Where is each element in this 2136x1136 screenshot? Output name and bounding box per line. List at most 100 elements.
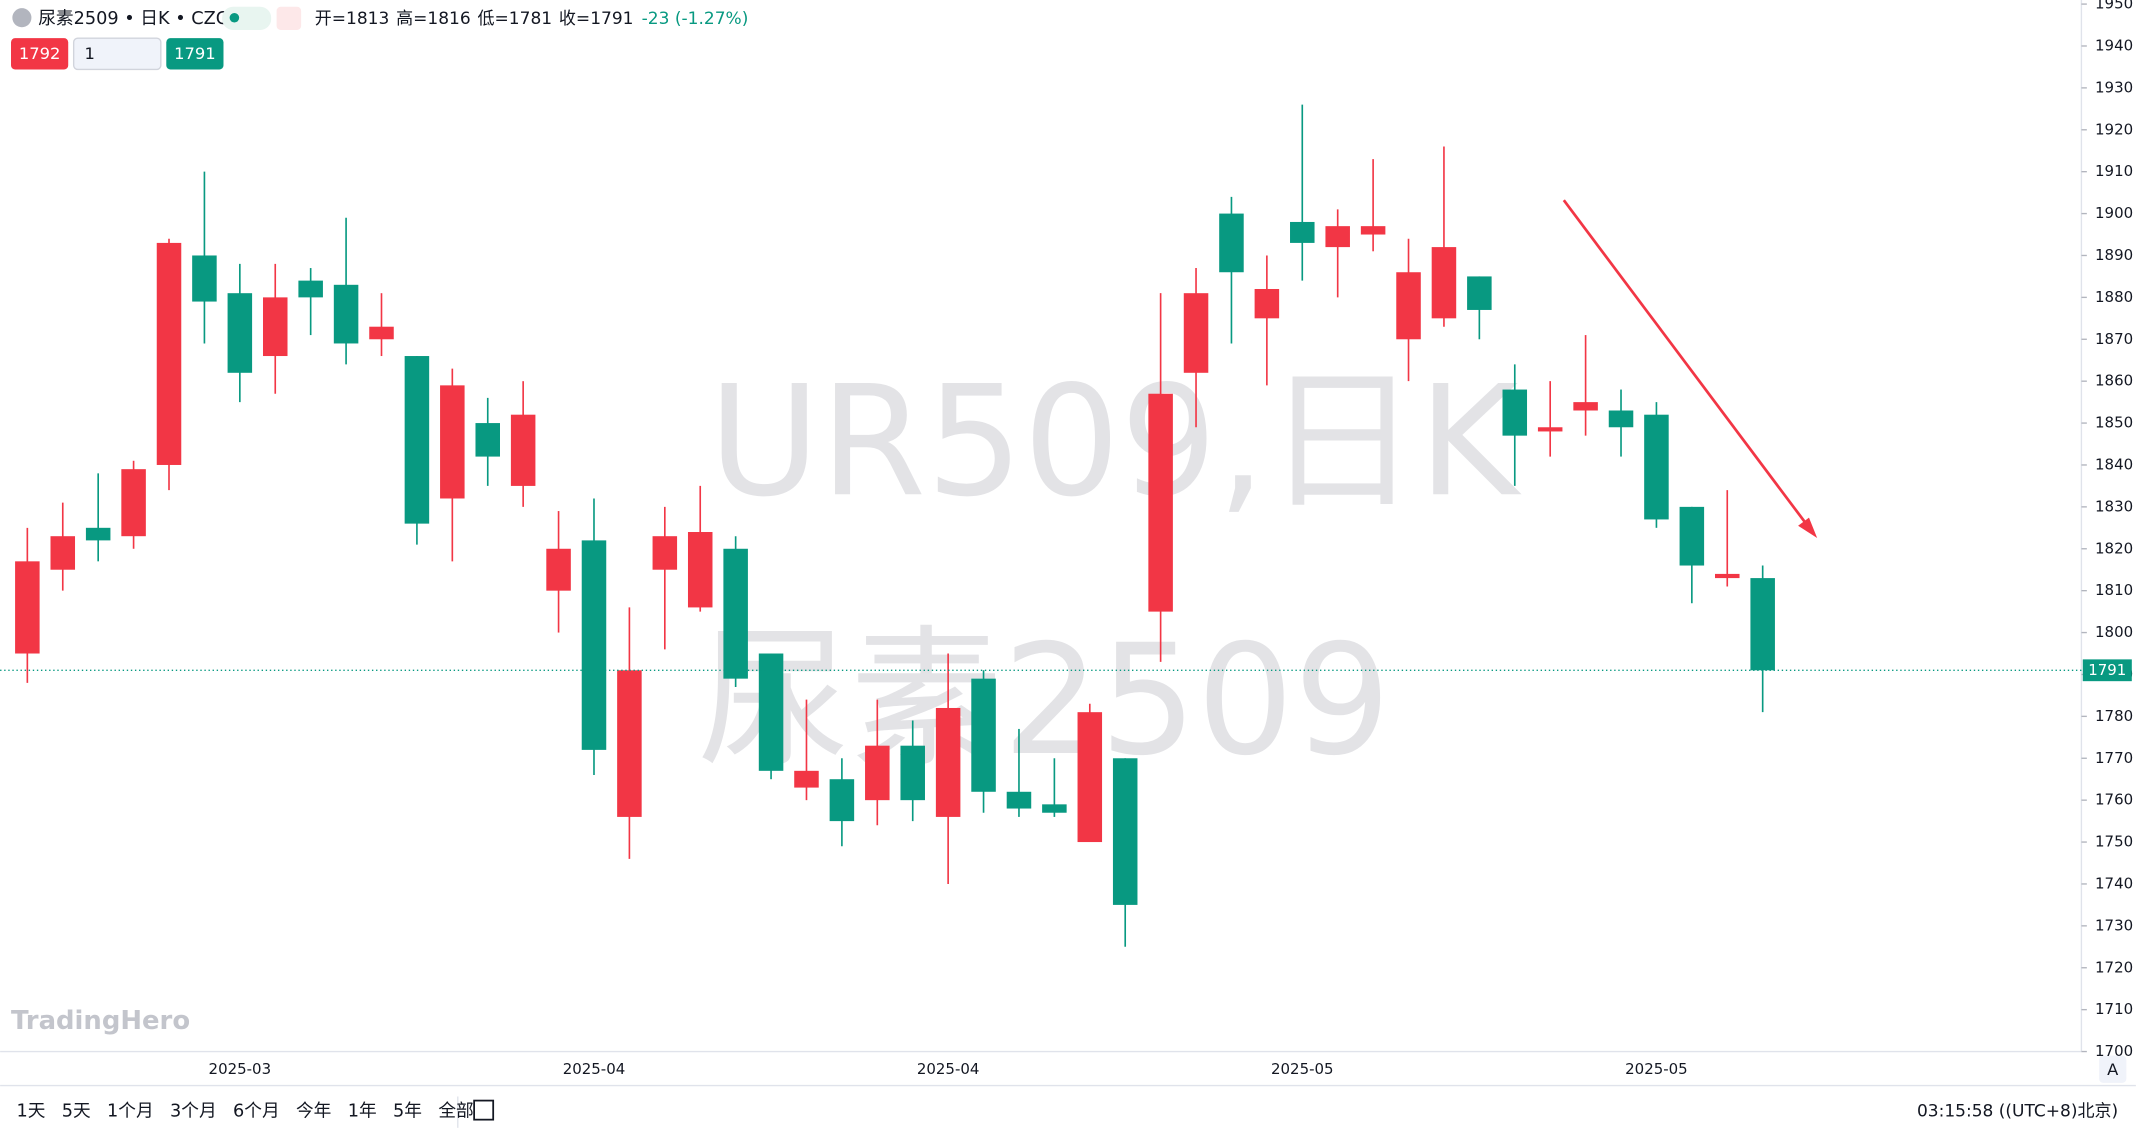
candle-body [1006,791,1032,809]
quantity-input[interactable] [72,37,162,71]
candle-body [1290,221,1315,243]
sell-button[interactable] [11,38,69,70]
status-icon [276,6,302,30]
status-pill [222,6,272,30]
y-tick-label: 1950 [2095,0,2133,13]
candle-body [1715,573,1740,579]
ask[interactable]: 1791 [174,44,216,63]
status-dot [229,12,240,23]
watermark: 尿素2509 [698,611,1391,789]
trend-arrow-head [1798,517,1818,539]
title: 尿素2509 • 日K • CZC [38,8,228,29]
y-tick-label: 1930 [2095,78,2133,96]
candle-body [935,707,961,817]
candle-body [510,414,536,486]
period-button[interactable]: 5天 [62,1101,91,1121]
ohlc-value: 开=1813 [315,9,390,29]
ohlc: 开=1813 高=1816 低=1781 收=1791 -23 (-1.27%) [315,9,749,29]
candle-body [1502,389,1528,436]
candle-body [829,779,855,822]
y-tick-label: 1760 [2095,791,2133,809]
candle-body [404,356,430,524]
candle-body [1396,272,1421,340]
candle-body [1219,213,1244,273]
y-tick-label: 1860 [2095,372,2133,390]
candle-body [794,770,819,788]
candle-body [1679,506,1705,566]
y-tick-label: 1780 [2095,707,2133,725]
candle-body [723,548,748,679]
x-tick-label: 2025-05 [1271,1060,1334,1078]
y-tick-label: 1810 [2095,581,2133,599]
y-tick-label: 1740 [2095,874,2133,892]
candle-body [1431,247,1457,319]
candle-body [1608,410,1634,428]
change: -23 (-1.27%) [642,9,749,29]
candle-body [1325,226,1350,248]
candle-body [1644,414,1669,520]
candle-body [85,527,111,541]
candle-body [1254,288,1280,319]
y-tick-label: 1890 [2095,246,2133,264]
y-tick-label: 1710 [2095,1000,2133,1018]
y-tick-label: 1700 [2095,1042,2133,1060]
calendar-icon[interactable] [473,1099,495,1121]
y-tick-label: 1730 [2095,916,2133,934]
candle-body [1077,712,1103,843]
last-price-label: 1791 [2088,661,2126,679]
auto-scale-label[interactable]: A [2107,1060,2119,1079]
candle-body [687,532,713,608]
candle-body [333,284,359,344]
candle-body [369,326,394,340]
y-tick-label: 1750 [2095,833,2133,851]
candle-body [121,469,146,537]
buy-button[interactable] [166,38,224,70]
candle-body [262,297,288,357]
period-button[interactable]: 今年 [296,1100,331,1121]
y-tick-label: 1720 [2095,958,2133,976]
y-tick-label: 1850 [2095,414,2133,432]
candle-body [15,561,40,654]
quantity[interactable]: 1 [85,44,95,63]
candle-body [1042,804,1067,813]
x-tick-label: 2025-03 [209,1060,272,1078]
last-price-tag [2082,659,2132,682]
y-tick-label: 1830 [2095,497,2133,515]
candle-body [652,536,678,570]
y-tick-label: 1820 [2095,539,2133,557]
x-tick-label: 2025-05 [1625,1060,1688,1078]
candle-body [1183,293,1209,373]
candle-body [440,385,465,499]
candle-body [1750,578,1775,671]
candle-body [1112,758,1138,905]
candle-body [617,670,642,817]
y-tick-label: 1910 [2095,162,2133,180]
candle-body [192,255,217,302]
period-button[interactable]: 6个月 [233,1100,280,1121]
symbol-icon [12,8,32,28]
bid[interactable]: 1792 [19,44,61,63]
period-button[interactable]: 1个月 [107,1100,154,1121]
period-button[interactable]: 1年 [348,1100,377,1121]
period-button[interactable]: 5年 [393,1100,422,1121]
period-button[interactable]: 1天 [16,1101,45,1121]
candle-body [1148,393,1173,612]
y-tick-label: 1840 [2095,455,2133,473]
candle-body [50,536,76,570]
trend-arrow [1562,199,1813,533]
y-tick-label: 1770 [2095,749,2133,767]
candle-body [156,242,182,465]
candle-body [546,548,571,591]
auto-scale-button[interactable] [2099,1055,2127,1083]
candle-body [1537,427,1563,432]
candle-body [1467,276,1492,310]
y-tick-label: 1920 [2095,120,2133,138]
period-button[interactable]: 全部 [438,1100,473,1121]
clock: 03:15:58 ((UTC+8)北京) [1917,1101,2118,1121]
period-button[interactable]: 3个月 [170,1100,217,1121]
y-tick-label: 1800 [2095,623,2133,641]
candle-body [1573,402,1598,411]
candle-body [475,423,500,457]
